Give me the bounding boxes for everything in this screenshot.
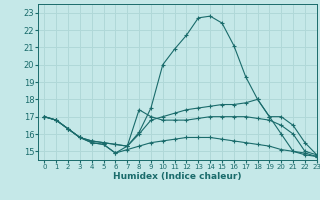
X-axis label: Humidex (Indice chaleur): Humidex (Indice chaleur) bbox=[113, 172, 242, 181]
